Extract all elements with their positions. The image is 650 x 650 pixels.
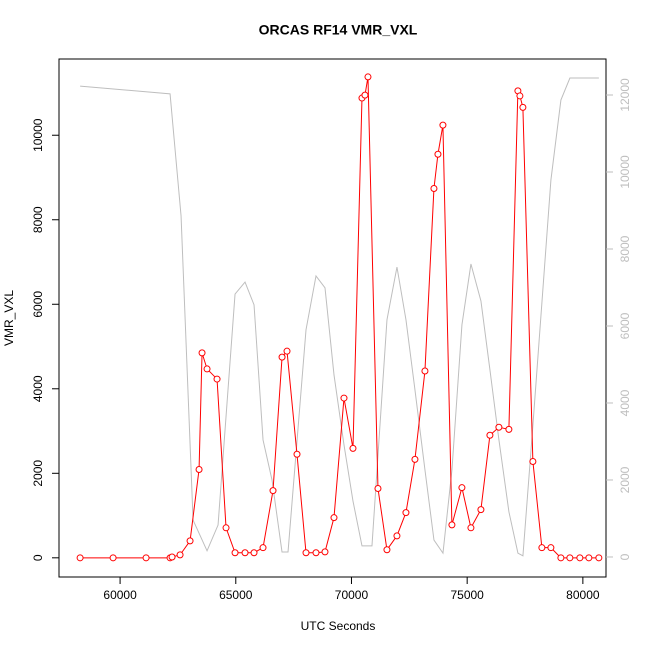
x-tick-label: 65000	[219, 588, 253, 602]
data-point	[250, 549, 258, 557]
y2-tick-label: 4000	[618, 389, 632, 416]
data-point	[231, 549, 239, 557]
y-tick-label: 0	[31, 554, 45, 561]
data-point	[142, 554, 150, 562]
data-point	[361, 91, 369, 99]
data-point	[374, 485, 382, 493]
data-point	[421, 367, 429, 375]
data-point	[168, 553, 176, 561]
x-tick-label: 70000	[335, 588, 369, 602]
x-tick-label: 60000	[103, 588, 137, 602]
x-tick-label: 75000	[450, 588, 484, 602]
data-point	[302, 549, 310, 557]
data-point	[458, 484, 466, 492]
x-tick-label: 80000	[566, 588, 600, 602]
data-point	[439, 121, 447, 129]
y-tick-label: 2000	[31, 460, 45, 487]
y2-tick-label: 2000	[618, 466, 632, 493]
data-point	[393, 532, 401, 540]
data-point	[402, 509, 410, 517]
y-tick-label: 6000	[31, 291, 45, 318]
data-point	[340, 394, 348, 402]
chart-title: ORCAS RF14 VMR_VXL	[259, 22, 418, 38]
data-point	[576, 554, 584, 562]
data-point	[383, 546, 391, 554]
x-axis-label: UTC Seconds	[301, 619, 376, 633]
data-point	[434, 150, 442, 158]
data-point	[109, 554, 117, 562]
data-point	[477, 506, 485, 514]
data-point	[529, 457, 537, 465]
data-point	[269, 487, 277, 495]
data-point	[566, 554, 574, 562]
data-point	[330, 514, 338, 522]
data-point	[198, 349, 206, 357]
data-point	[448, 521, 456, 529]
data-point	[495, 423, 503, 431]
data-point	[186, 537, 194, 545]
data-point	[486, 431, 494, 439]
data-point	[203, 365, 211, 373]
y2-tick-label: 8000	[618, 235, 632, 262]
data-point	[259, 544, 267, 552]
data-point	[349, 444, 357, 452]
data-point	[278, 353, 286, 361]
y-axis-label: VMR_VXL	[2, 290, 16, 346]
y2-tick-label: 0	[618, 553, 632, 560]
data-point	[538, 544, 546, 552]
data-point	[585, 554, 593, 562]
data-point	[557, 554, 565, 562]
data-point	[213, 375, 221, 383]
data-point	[195, 465, 203, 473]
data-point	[321, 548, 329, 556]
data-point	[505, 425, 513, 433]
data-point	[595, 554, 603, 562]
y2-tick-label: 10000	[618, 155, 632, 189]
data-point	[222, 524, 230, 532]
data-point	[411, 455, 419, 463]
data-point	[364, 73, 372, 81]
data-point	[519, 103, 527, 111]
data-point	[76, 554, 84, 562]
data-point	[283, 347, 291, 355]
y2-tick-label: 6000	[618, 312, 632, 339]
data-point	[430, 184, 438, 192]
y2-tick-label: 12000	[618, 78, 632, 112]
data-point	[293, 450, 301, 458]
y-tick-label: 10000	[31, 118, 45, 152]
y-tick-label: 8000	[31, 206, 45, 233]
y-tick-label: 4000	[31, 375, 45, 402]
series-line	[80, 77, 599, 557]
data-point	[241, 549, 249, 557]
data-point	[312, 549, 320, 557]
data-point	[176, 551, 184, 559]
data-point	[516, 92, 524, 100]
data-point	[467, 524, 475, 532]
data-point	[547, 544, 555, 552]
